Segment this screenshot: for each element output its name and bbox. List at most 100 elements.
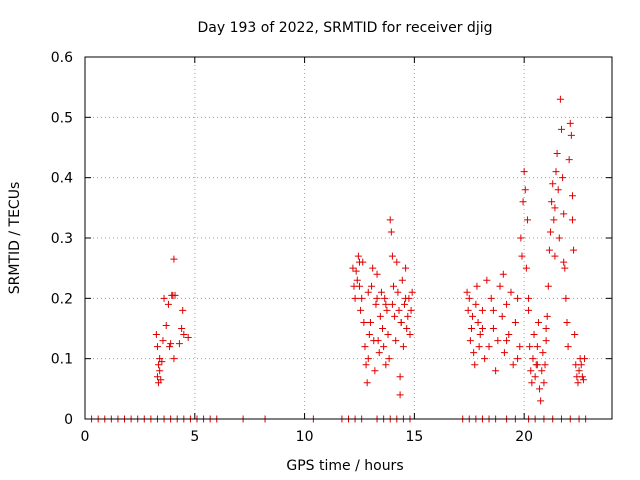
data-point [503,300,511,308]
data-point [566,119,574,127]
data-point [481,355,489,363]
data-point [383,306,391,314]
data-point [179,306,187,314]
data-point [358,294,366,302]
data-point [476,331,484,339]
data-point [564,343,572,351]
data-point [574,379,582,387]
data-point [394,288,402,296]
plot-frame [84,56,613,420]
data-point [391,312,399,320]
data-point [470,349,478,357]
data-point [562,294,570,302]
data-point [170,255,178,263]
data-point [371,367,379,375]
data-point [503,337,511,345]
x-tick-label: 5 [190,429,199,445]
data-point [533,361,541,369]
data-point [551,204,559,212]
data-point [518,252,526,260]
data-point [475,343,483,351]
data-points [88,95,590,423]
data-point [551,252,559,260]
data-point [464,306,472,314]
data-point [539,349,547,357]
data-point [362,361,370,369]
data-point [568,192,576,200]
data-point [364,355,372,363]
data-point [167,340,175,348]
y-tick-label: 0.1 [51,352,73,368]
data-point [544,282,552,290]
data-point [550,216,558,224]
data-point [376,312,384,320]
data-point [505,331,513,339]
data-point [499,270,507,278]
data-point [530,331,538,339]
data-point [368,282,376,290]
data-point [473,282,481,290]
data-point [577,361,585,369]
x-tick-label: 0 [81,429,90,445]
data-point [171,291,179,299]
data-point [560,258,568,266]
data-point [178,325,186,332]
data-point [581,355,589,363]
data-point [559,174,567,182]
data-point [354,252,362,260]
data-point [184,334,192,342]
data-point [373,270,381,278]
data-point [153,343,161,351]
data-point [360,318,368,326]
data-point [494,337,502,345]
data-point [465,294,473,302]
data-point [374,337,382,345]
data-point [527,367,535,375]
data-point [571,331,579,339]
data-point [372,300,380,308]
data-point [153,373,161,381]
data-point [536,385,544,393]
data-point [355,282,363,290]
data-point [365,331,373,339]
data-point [522,264,530,272]
data-point [575,367,583,375]
data-point [164,300,172,308]
data-point [157,376,165,384]
data-point [466,337,474,345]
data-point [402,264,410,272]
data-point [158,358,166,366]
data-point [554,186,562,194]
chart-title: Day 193 of 2022, SRMTID for receiver dji… [198,20,493,36]
data-point [548,198,556,206]
data-point [396,391,404,399]
data-point [500,349,508,357]
data-point [407,306,415,314]
y-tick-label: 0.5 [51,110,73,126]
y-tick-label: 0 [64,412,73,428]
data-point [152,331,160,339]
data-point [511,318,519,326]
data-point [543,312,551,320]
data-point [400,300,408,308]
data-point [463,288,471,296]
data-point [380,343,388,351]
data-point [363,379,371,387]
data-point [521,186,529,194]
data-point [478,325,486,332]
data-point [393,258,401,266]
data-point [377,288,385,296]
data-point [545,246,553,254]
y-tick-label: 0.4 [51,171,73,187]
data-point [388,252,396,260]
data-point [568,216,576,224]
data-point [542,337,550,345]
data-point [387,228,395,236]
y-tick-labels: 0 0.1 0.2 0.3 0.4 0.5 0.6 [51,50,73,428]
data-point [540,379,548,387]
x-tick-label: 20 [515,429,533,445]
data-point [517,234,525,242]
data-point [533,343,541,351]
data-point [388,300,396,308]
data-point [525,306,533,314]
